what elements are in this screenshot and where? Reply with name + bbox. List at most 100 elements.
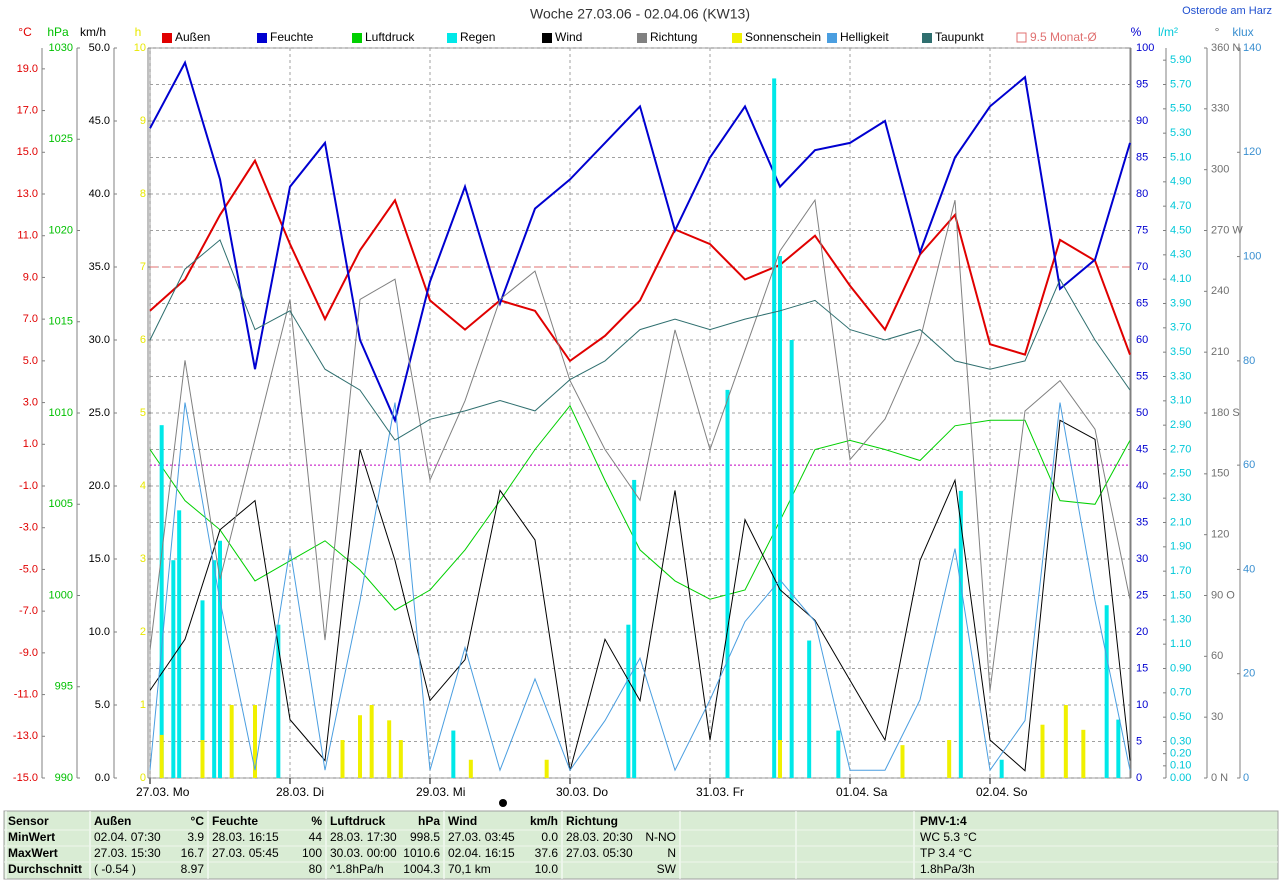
y-tick-label: 5.50 <box>1170 103 1191 115</box>
legend-label: Sonnenschein <box>745 30 821 44</box>
bar <box>177 510 182 778</box>
axis-unit: % <box>1131 25 1142 39</box>
y-tick-label: 20 <box>1243 668 1255 680</box>
legend-swatch <box>542 33 552 43</box>
y-tick-label: 25 <box>1136 589 1148 601</box>
y-tick-label: 120 <box>1243 146 1261 158</box>
y-tick-label: 55 <box>1136 370 1148 382</box>
series-line <box>149 239 1131 441</box>
y-tick-label: 120 <box>1211 529 1229 541</box>
table-cell: 02.04. 16:15 <box>448 846 515 860</box>
y-tick-label: 90 <box>1136 115 1148 127</box>
y-tick-label: 60 <box>1243 459 1255 471</box>
axis-unit: ° <box>1215 25 1220 39</box>
y-tick-label: 5.70 <box>1170 78 1191 90</box>
y-tick-label: 4.10 <box>1170 273 1191 285</box>
y-tick-label: 2.90 <box>1170 419 1191 431</box>
table-header: % <box>311 814 322 828</box>
table-header: Sensor <box>8 814 49 828</box>
y-tick-label: 0.20 <box>1170 748 1191 760</box>
y-tick-label: 0.90 <box>1170 662 1191 674</box>
bar <box>900 745 905 778</box>
legend-label: Helligkeit <box>840 30 889 44</box>
y-tick-label: -1.0 <box>19 480 38 492</box>
y-tick-label: 5 <box>1136 735 1142 747</box>
marker-icon <box>499 799 507 807</box>
bar <box>725 389 730 778</box>
y-tick-label: 3.30 <box>1170 370 1191 382</box>
y-tick-label: 30 <box>1211 711 1223 723</box>
y-tick-label: 1.50 <box>1170 589 1191 601</box>
legend-label: Taupunkt <box>935 30 984 44</box>
table-cell: 27.03. 03:45 <box>448 830 515 844</box>
axis-unit: l/m² <box>1158 25 1178 39</box>
y-tick-label: 10 <box>134 42 146 54</box>
table-row-label: MaxWert <box>8 846 58 860</box>
y-tick-label: 1025 <box>49 133 73 145</box>
series-line <box>149 158 1131 363</box>
y-tick-label: 10 <box>1136 699 1148 711</box>
table-cell: 8.97 <box>181 862 205 876</box>
y-tick-label: 3.10 <box>1170 395 1191 407</box>
y-tick-label: 0 N <box>1211 772 1228 784</box>
y-tick-label: 100 <box>1243 250 1261 262</box>
table-header: Außen <box>94 814 131 828</box>
table-cell: WC 5.3 °C <box>920 830 977 844</box>
y-tick-label: -15.0 <box>13 772 38 784</box>
y-tick-label: 5.0 <box>23 355 38 367</box>
y-tick-label: 3.50 <box>1170 346 1191 358</box>
y-tick-label: 9.0 <box>23 271 38 283</box>
table-header: hPa <box>418 814 440 828</box>
legend-label: Richtung <box>650 30 697 44</box>
y-tick-label: 1005 <box>49 498 73 510</box>
y-tick-label: 65 <box>1136 297 1148 309</box>
y-tick-label: 4.50 <box>1170 224 1191 236</box>
y-tick-label: 30 <box>1136 553 1148 565</box>
bar <box>632 479 637 778</box>
y-tick-label: 3.70 <box>1170 322 1191 334</box>
y-tick-label: -9.0 <box>19 647 38 659</box>
table-cell: 37.6 <box>535 846 559 860</box>
y-tick-label: 3.90 <box>1170 297 1191 309</box>
table-cell: N <box>667 846 676 860</box>
x-tick-label: 29.03. Mi <box>416 785 465 799</box>
y-tick-label: 1.90 <box>1170 541 1191 553</box>
y-tick-label: -13.0 <box>13 730 38 742</box>
bar <box>947 740 952 778</box>
y-tick-label: 0 <box>1136 772 1142 784</box>
chart-title: Woche 27.03.06 - 02.04.06 (KW13) <box>530 6 750 22</box>
table-cell: N-NO <box>645 830 676 844</box>
y-tick-label: 4.90 <box>1170 176 1191 188</box>
table-cell: TP 3.4 °C <box>920 846 972 860</box>
table-cell: 1004.3 <box>403 862 440 876</box>
series-line <box>149 404 1131 611</box>
y-tick-label: 17.0 <box>17 104 38 116</box>
y-tick-label: 1.0 <box>23 438 38 450</box>
y-tick-label: 180 S <box>1211 407 1240 419</box>
y-tick-label: 2.10 <box>1170 516 1191 528</box>
y-tick-label: 50.0 <box>89 42 110 54</box>
table-cell: 3.9 <box>187 830 204 844</box>
y-tick-label: 11.0 <box>17 230 38 242</box>
y-tick-label: 0.00 <box>1170 772 1191 784</box>
y-tick-label: 1.10 <box>1170 638 1191 650</box>
table-cell: 0.0 <box>541 830 558 844</box>
y-tick-label: 0.10 <box>1170 760 1191 772</box>
legend-label: 9.5 Monat-Ø <box>1030 30 1097 44</box>
y-tick-label: 35.0 <box>89 261 110 273</box>
bar <box>218 540 222 778</box>
bar <box>626 624 631 778</box>
table-cell: SW <box>657 862 677 876</box>
table-cell: 1.8hPa/3h <box>920 862 975 876</box>
legend-label: Luftdruck <box>365 30 415 44</box>
y-tick-label: 7 <box>140 261 146 273</box>
y-tick-label: 1020 <box>49 224 73 236</box>
bar <box>1040 724 1045 778</box>
table-cell: ( -0.54 ) <box>94 862 136 876</box>
table-cell: 27.03. 05:45 <box>212 846 279 860</box>
y-tick-label: 1 <box>140 699 146 711</box>
y-tick-label: 13.0 <box>17 188 38 200</box>
table-cell: 10.0 <box>535 862 559 876</box>
axis-unit: °C <box>18 25 32 39</box>
bar <box>1116 719 1121 778</box>
